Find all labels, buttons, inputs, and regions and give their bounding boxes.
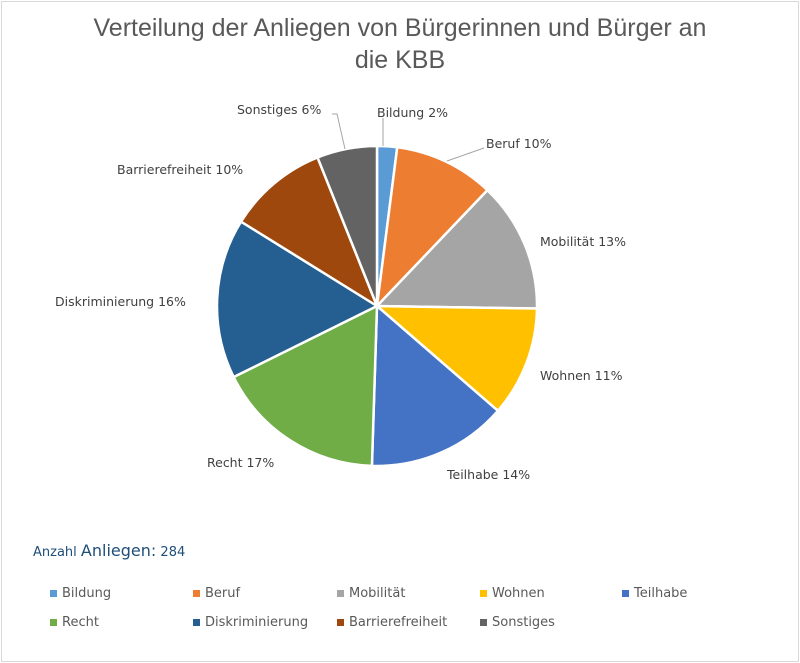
legend-label: Teilhabe <box>634 586 688 601</box>
pie-slice-diskriminierung <box>215 219 380 379</box>
pie-slice-recht <box>231 303 379 468</box>
legend-label: Sonstiges <box>492 615 555 630</box>
pie-slice-wohnen <box>373 304 539 413</box>
legend-swatch <box>50 619 57 626</box>
legend-swatch <box>337 590 344 597</box>
leader-line <box>332 113 346 150</box>
legend-label: Bildung <box>62 586 112 601</box>
legend-swatch <box>193 619 200 626</box>
legend-item: Wohnen <box>480 586 545 601</box>
legend-item: Beruf <box>193 586 240 601</box>
data-label: Wohnen 11% <box>540 368 623 383</box>
legend-swatch <box>50 590 57 597</box>
data-label: Recht 17% <box>207 455 274 470</box>
chart-title: Verteilung der Anliegen von Bürgerinnen … <box>60 12 740 76</box>
legend-swatch <box>193 590 200 597</box>
legend-swatch <box>622 590 629 597</box>
title-line-2: die KBB <box>354 46 446 74</box>
legend-item: Recht <box>50 615 99 630</box>
pie-slice-mobilität <box>374 188 539 310</box>
total-count: Anzahl Anliegen: 284 <box>33 541 185 560</box>
pie-slice-sonstiges <box>315 144 379 307</box>
leader-line <box>446 147 485 162</box>
legend-label: Recht <box>62 615 99 630</box>
data-label: Mobilität 13% <box>540 234 626 249</box>
legend-swatch <box>480 619 487 626</box>
count-value: 284 <box>160 545 186 560</box>
legend-label: Beruf <box>205 586 241 601</box>
legend-item: Diskriminierung <box>193 615 308 630</box>
count-prefix: Anzahl <box>33 545 77 560</box>
data-label: Bildung 2% <box>377 105 448 120</box>
count-label: Anliegen: <box>80 541 157 560</box>
pie-slice-teilhabe <box>370 303 500 468</box>
data-label: Barrierefreiheit 10% <box>117 162 243 177</box>
legend-label: Wohnen <box>492 586 545 601</box>
legend-label: Mobilität <box>349 586 406 601</box>
legend-item: Barrierefreiheit <box>337 615 447 630</box>
legend-swatch <box>337 619 344 626</box>
data-label: Diskriminierung 16% <box>55 294 186 309</box>
legend-item: Sonstiges <box>480 615 555 630</box>
data-label: Beruf 10% <box>486 136 552 151</box>
legend-item: Teilhabe <box>622 586 687 601</box>
data-label: Teilhabe 14% <box>446 467 530 482</box>
title-line-1: Verteilung der Anliegen von Bürgerinnen … <box>93 14 707 42</box>
legend-item: Mobilität <box>337 586 405 601</box>
legend-swatch <box>480 590 487 597</box>
pie-slice-beruf <box>375 145 490 310</box>
pie-slice-barrierefreiheit <box>239 155 380 310</box>
legend-item: Bildung <box>50 586 111 601</box>
legend-label: Diskriminierung <box>205 615 309 630</box>
legend-label: Barrierefreiheit <box>349 615 448 630</box>
data-label: Sonstiges 6% <box>237 102 321 117</box>
